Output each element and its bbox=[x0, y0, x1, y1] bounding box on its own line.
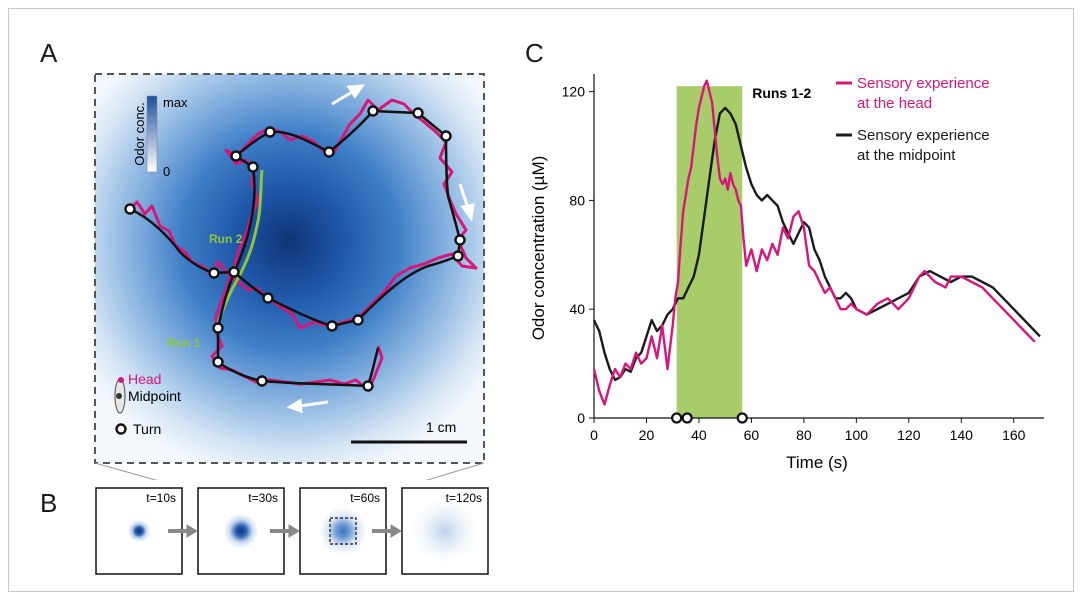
panel-b-snapshots: t=10s t=30s t=60s t=120s bbox=[95, 487, 489, 575]
x-tick-label: 140 bbox=[950, 427, 974, 443]
head-dot bbox=[118, 377, 124, 383]
turn-marker bbox=[736, 412, 748, 424]
legend-head-line2: at the head bbox=[857, 95, 932, 112]
direction-arrows bbox=[286, 84, 475, 414]
series-layer bbox=[592, 79, 1041, 406]
zoom-line-left bbox=[94, 462, 158, 480]
snapshot-3-label: t=60s bbox=[350, 491, 380, 505]
y-tick-label: 40 bbox=[569, 301, 585, 317]
legend-head-line1: Sensory experience bbox=[857, 75, 990, 92]
colorbar bbox=[146, 95, 158, 173]
legend-midpoint-line2: at the midpoint bbox=[857, 147, 956, 164]
series-line-midpoint bbox=[592, 106, 1041, 382]
turn-markers bbox=[124, 105, 466, 392]
legend-midpoint: Midpoint bbox=[128, 388, 181, 404]
y-axis-label: Odor concentration (µM) bbox=[529, 156, 548, 341]
snapshot-2: t=30s bbox=[197, 487, 285, 575]
y-tick-label: 0 bbox=[577, 410, 585, 426]
highlight-layer bbox=[676, 86, 743, 418]
legend-turn: Turn bbox=[133, 421, 161, 437]
legend-midpoint-line1: Sensory experience bbox=[857, 127, 990, 144]
axes: 0 20 40 60 80 100 120 140 160 0 40 80 120 bbox=[562, 74, 1044, 443]
highlight-label: Runs 1-2 bbox=[752, 85, 811, 101]
run1-label: Run 1 bbox=[167, 336, 201, 350]
x-tick-label: 120 bbox=[897, 427, 921, 443]
snapshot-1-label: t=10s bbox=[146, 491, 176, 505]
arena-border bbox=[94, 73, 485, 464]
turn-marker bbox=[681, 412, 693, 424]
colorbar-title: Odor conc. bbox=[132, 102, 147, 166]
legend-turn-icon bbox=[115, 423, 127, 435]
turn-marker-layer bbox=[671, 412, 748, 424]
time-arrows bbox=[168, 524, 402, 538]
y-tick-label: 120 bbox=[562, 84, 586, 100]
panel-c-chart: 0 20 40 60 80 100 120 140 160 0 40 80 120 Sensory ex… bbox=[529, 74, 1044, 472]
turn-marker bbox=[671, 412, 683, 424]
panel-letter-a: A bbox=[40, 38, 58, 68]
x-tick-label: 160 bbox=[1002, 427, 1026, 443]
midpoint-dot bbox=[116, 393, 122, 399]
snapshot-2-label: t=30s bbox=[248, 491, 278, 505]
snapshot-4: t=120s bbox=[401, 487, 489, 575]
midpoint-trace bbox=[129, 109, 462, 388]
run-path bbox=[214, 169, 264, 329]
x-tick-label: 60 bbox=[744, 427, 760, 443]
highlight-band bbox=[676, 86, 743, 418]
x-tick-label: 40 bbox=[691, 427, 707, 443]
scalebar-label: 1 cm bbox=[426, 419, 456, 435]
snapshot-3: t=60s bbox=[299, 487, 387, 575]
legend-head: Head bbox=[128, 371, 161, 387]
x-tick-label: 20 bbox=[639, 427, 655, 443]
run2-label: Run 2 bbox=[209, 232, 243, 246]
colorbar-min-label: 0 bbox=[163, 164, 170, 179]
panel-letter-c: C bbox=[525, 38, 544, 68]
x-axis-label: Time (s) bbox=[786, 453, 848, 472]
panel-a-trajectory: Odor conc. max 0 Run 2 Run 1 Head Midpoi… bbox=[94, 73, 485, 480]
panel-letter-b: B bbox=[40, 488, 58, 518]
y-tick-label: 80 bbox=[569, 192, 585, 208]
zoom-line-right bbox=[425, 462, 485, 480]
x-tick-label: 80 bbox=[796, 427, 812, 443]
zoom-box bbox=[329, 517, 357, 545]
series-line-head bbox=[592, 79, 1036, 406]
x-tick-label: 0 bbox=[590, 427, 598, 443]
x-tick-label: 100 bbox=[845, 427, 869, 443]
colorbar-max-label: max bbox=[163, 95, 188, 110]
snapshot-4-label: t=120s bbox=[446, 491, 482, 505]
snapshot-1: t=10s bbox=[95, 487, 183, 575]
legend: Sensory experience at the head Sensory exp… bbox=[836, 75, 990, 164]
figure-frame bbox=[8, 8, 1074, 592]
